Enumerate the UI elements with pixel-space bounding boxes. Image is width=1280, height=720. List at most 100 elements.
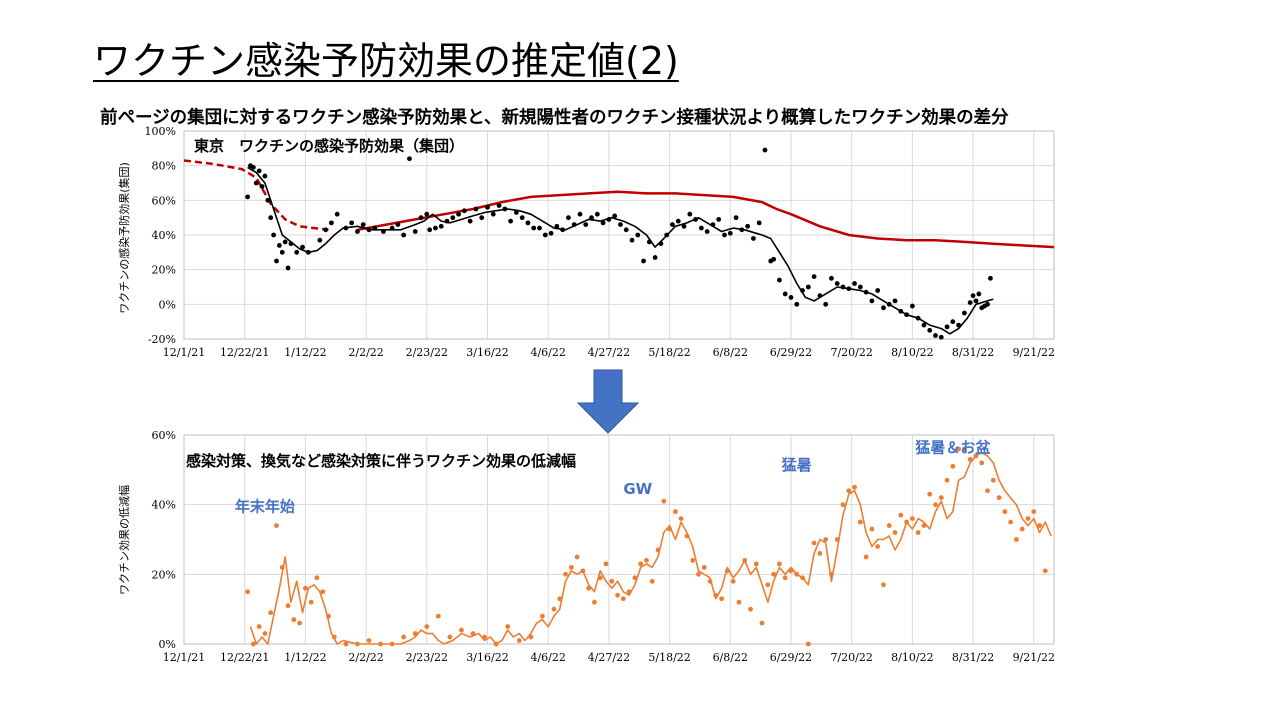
data-point xyxy=(496,203,502,208)
data-point xyxy=(863,289,869,295)
data-point xyxy=(1008,519,1014,525)
data-point xyxy=(485,204,490,210)
data-point xyxy=(308,599,314,605)
x-tick-label: 8/31/22 xyxy=(952,651,994,664)
data-point xyxy=(542,232,548,238)
data-point xyxy=(580,568,586,574)
x-tick-label: 3/16/22 xyxy=(466,651,508,664)
data-point xyxy=(973,298,979,304)
bottom-chart-y-ticks: 0% 20% 40% 60% xyxy=(152,429,176,651)
data-point xyxy=(551,606,557,612)
data-point xyxy=(589,215,594,221)
y-tick-label: 0% xyxy=(159,638,176,651)
data-point xyxy=(956,446,962,452)
data-point xyxy=(537,225,542,231)
data-point xyxy=(829,571,834,577)
data-point xyxy=(788,568,794,574)
data-point xyxy=(973,453,979,459)
data-point xyxy=(473,206,479,212)
data-point xyxy=(745,223,751,229)
data-point xyxy=(967,456,973,462)
data-point xyxy=(381,229,386,234)
data-point xyxy=(586,585,592,591)
data-point xyxy=(693,217,698,222)
data-point xyxy=(349,220,355,226)
data-point xyxy=(794,301,800,307)
data-point xyxy=(401,634,407,640)
data-point xyxy=(245,589,250,595)
data-point xyxy=(519,215,525,221)
annotation-label: 猛暑＆お盆 xyxy=(914,438,991,456)
data-point xyxy=(646,239,652,245)
data-point xyxy=(334,211,340,217)
top-chart-y-axis-label: ワクチンの感染予防効果(集団) xyxy=(117,162,131,314)
x-tick-label: 12/1/21 xyxy=(163,346,205,359)
data-point xyxy=(881,305,886,311)
x-tick-label: 8/31/22 xyxy=(952,346,994,359)
data-point xyxy=(493,641,499,647)
data-point xyxy=(875,288,881,293)
data-point xyxy=(670,222,675,228)
data-point xyxy=(256,624,262,629)
data-point xyxy=(612,213,618,219)
data-point xyxy=(563,571,568,577)
data-point xyxy=(456,211,461,217)
data-point xyxy=(571,222,577,228)
data-point xyxy=(592,599,597,605)
data-point xyxy=(366,638,372,643)
top-chart-y-ticks: -20% 0% 20% 40% 60% 80% 100% xyxy=(145,125,176,346)
population-effect-dashed xyxy=(183,159,329,232)
top-chart-title: 東京 ワクチンの感染予防効果（集団） xyxy=(194,137,464,155)
annotation-label: GW xyxy=(623,480,652,498)
data-point xyxy=(805,284,811,290)
data-point xyxy=(909,516,915,521)
data-point xyxy=(704,229,710,234)
data-point xyxy=(898,512,904,518)
data-point xyxy=(635,232,641,238)
data-point xyxy=(291,617,297,623)
x-tick-label: 7/20/22 xyxy=(830,651,872,664)
data-point xyxy=(996,495,1002,501)
data-point xyxy=(360,222,366,228)
data-point xyxy=(915,315,921,321)
data-point xyxy=(424,211,430,217)
data-point xyxy=(1042,568,1048,574)
data-point xyxy=(921,322,927,328)
data-point xyxy=(355,229,360,234)
data-point xyxy=(782,291,788,297)
data-point xyxy=(513,210,519,215)
data-point xyxy=(395,222,401,228)
data-point xyxy=(618,222,623,228)
data-point xyxy=(412,229,418,234)
data-point xyxy=(672,509,678,515)
data-point xyxy=(574,554,580,560)
data-point xyxy=(678,516,684,521)
data-point xyxy=(479,215,485,221)
data-point xyxy=(262,173,268,179)
data-point xyxy=(892,530,898,535)
y-tick-label: 80% xyxy=(152,160,176,173)
data-point xyxy=(329,220,334,226)
data-point xyxy=(300,244,305,250)
data-point xyxy=(970,293,976,299)
data-point xyxy=(846,286,852,292)
data-point xyxy=(641,258,646,264)
x-tick-label: 1/12/22 xyxy=(284,346,326,359)
data-point xyxy=(250,165,256,170)
y-tick-label: 60% xyxy=(152,429,176,442)
data-point xyxy=(268,610,274,616)
data-point xyxy=(297,620,303,626)
data-point xyxy=(944,324,950,330)
data-point xyxy=(938,495,944,501)
data-point xyxy=(594,211,600,217)
data-point xyxy=(886,301,892,307)
x-tick-label: 4/6/22 xyxy=(530,346,565,359)
data-point xyxy=(846,488,852,494)
data-point xyxy=(985,301,990,307)
data-point xyxy=(904,312,909,318)
data-point xyxy=(435,613,441,619)
data-point xyxy=(681,223,687,229)
data-point xyxy=(378,641,383,647)
y-tick-label: 40% xyxy=(152,229,176,242)
data-point xyxy=(597,575,603,581)
